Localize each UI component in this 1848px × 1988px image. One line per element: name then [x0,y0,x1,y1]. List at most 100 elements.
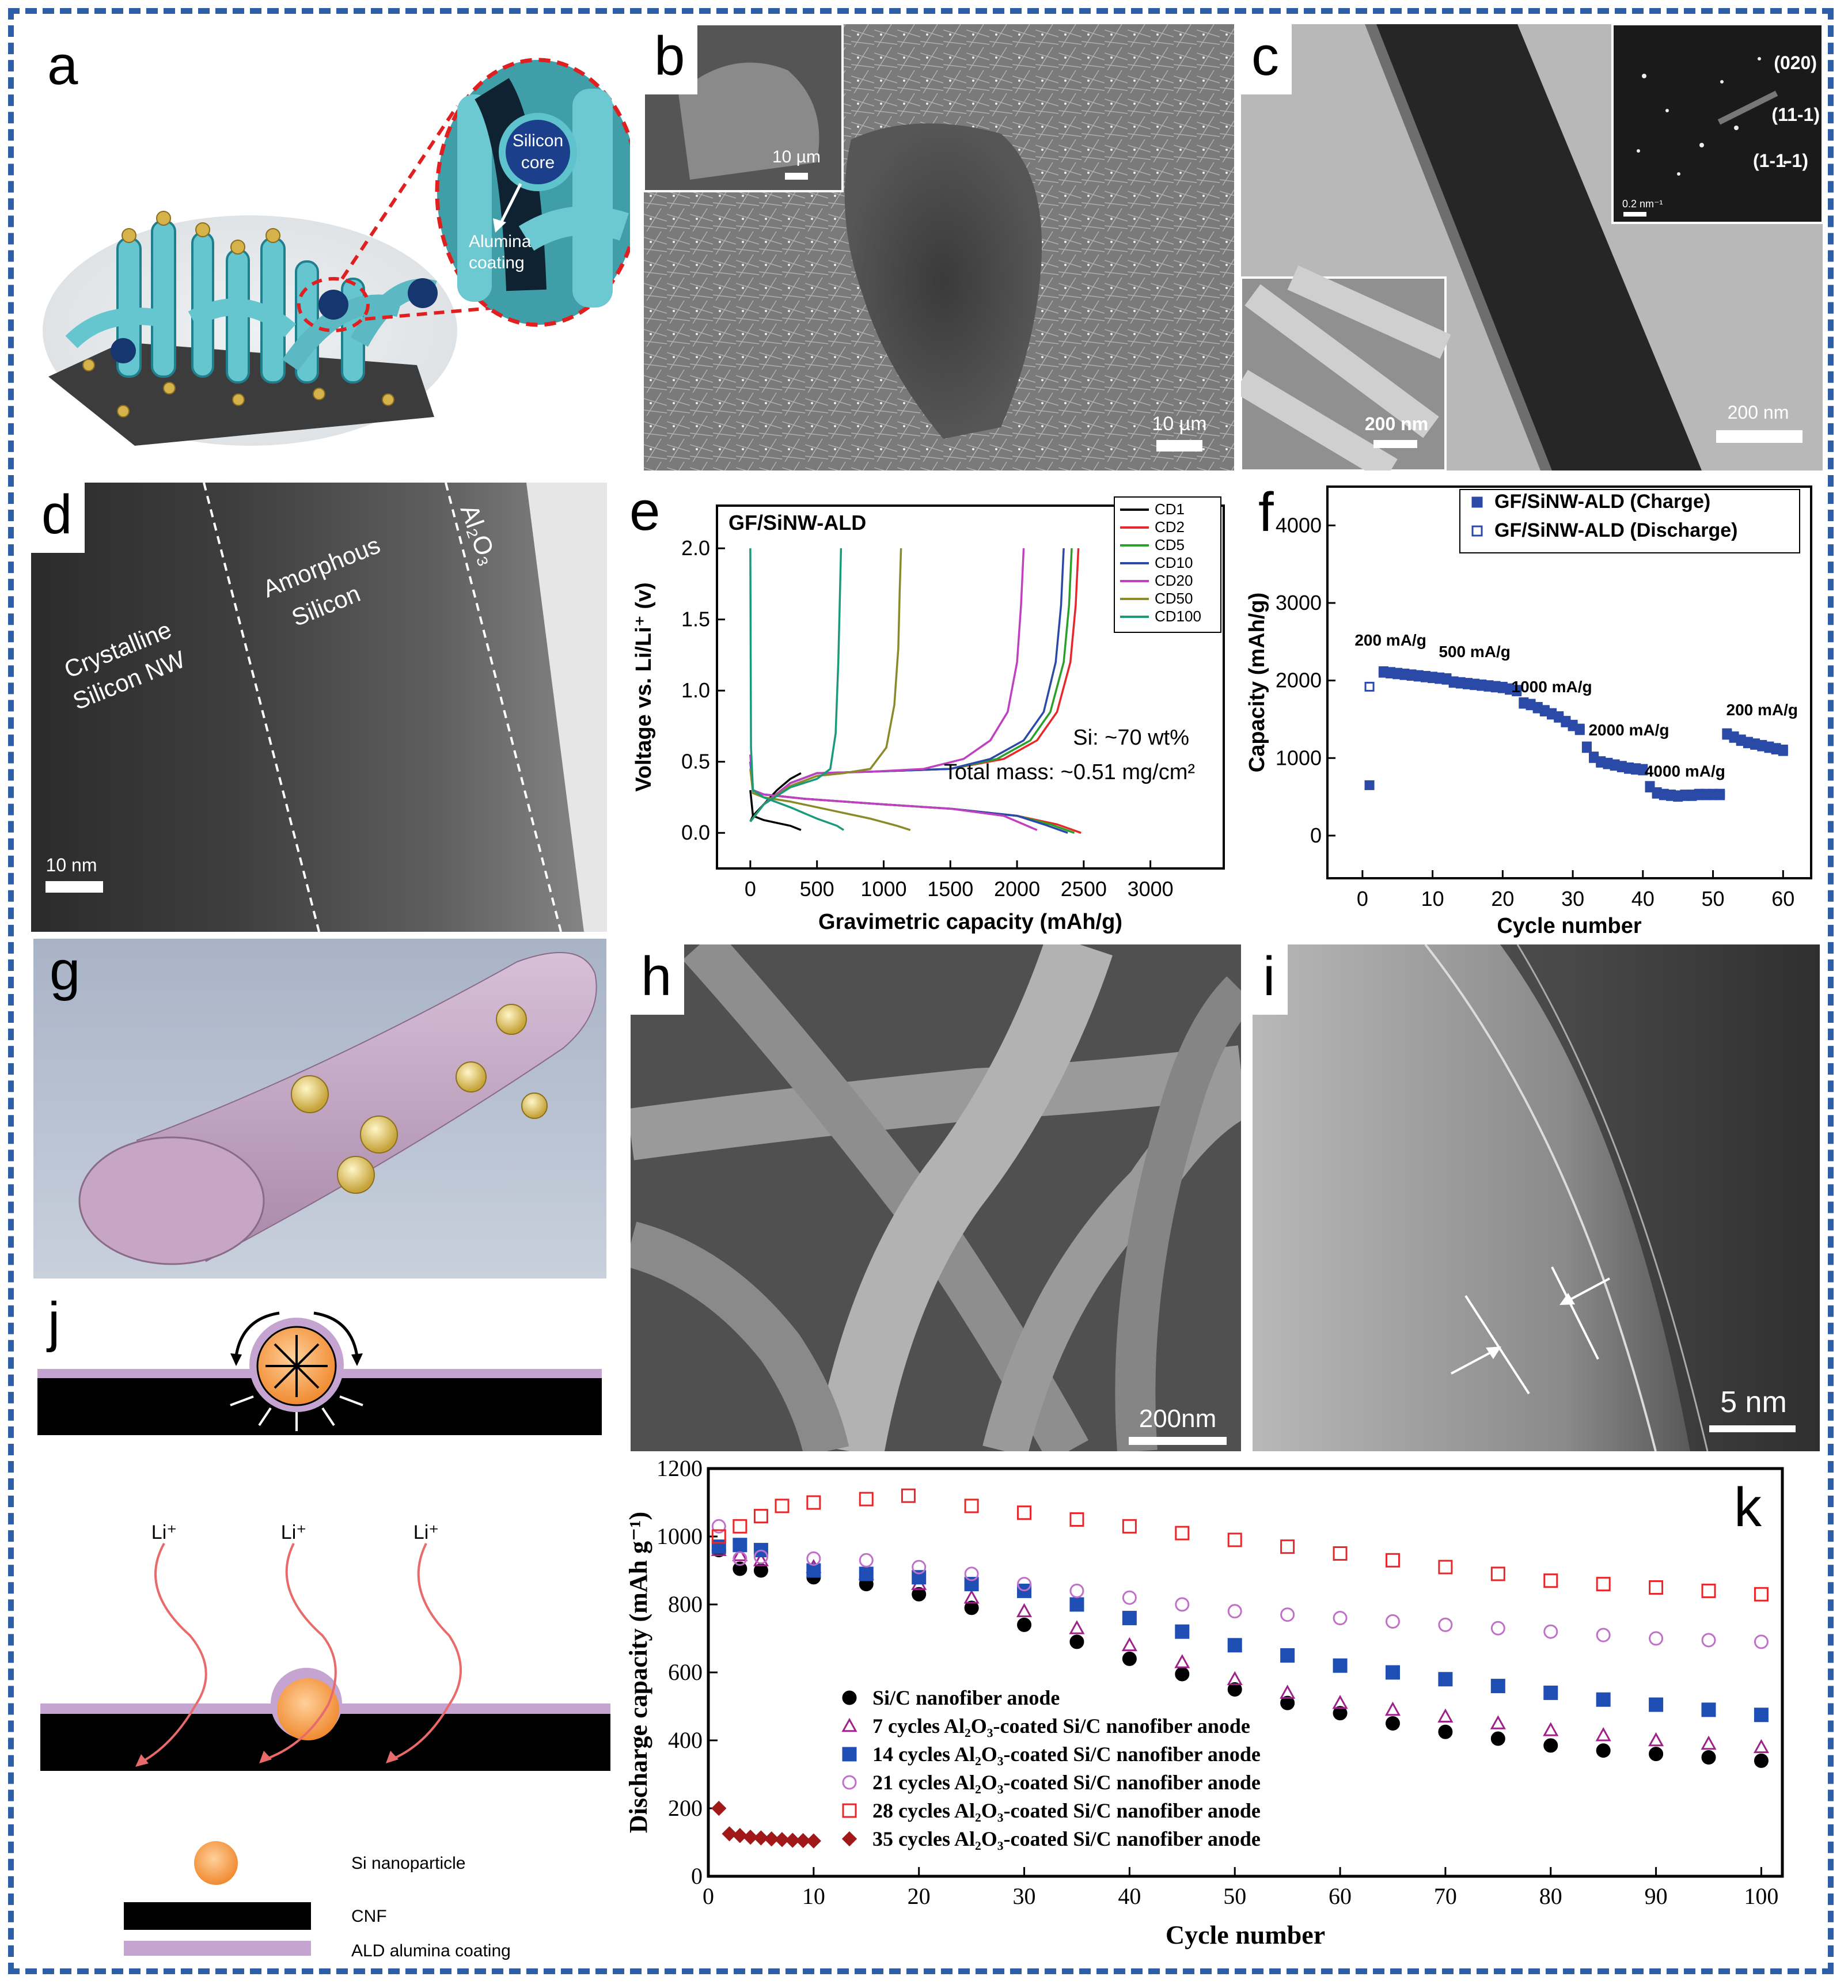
scale-label: 5 nm [1720,1386,1787,1419]
scale-bar [1129,1437,1227,1445]
thickness-arrowhead [1559,1293,1575,1305]
data-point-series-5 [732,1828,747,1843]
data-point-series-0 [1596,1743,1611,1758]
panel-i-tem-image: 5 nm [1253,944,1820,1451]
data-point-series-1 [1490,1715,1506,1729]
data-point-series-4 [753,1509,768,1524]
data-point-discharge [1483,681,1494,692]
data-point-series-1 [1174,1654,1190,1668]
thickness-marker [1551,1266,1599,1360]
silicon-core-circle [499,113,577,191]
coating-edge [1424,944,1657,1451]
x-tick-label: 3000 [1128,877,1174,901]
y-tick-label: 400 [668,1727,703,1753]
y-tick-label: 4000 [1276,513,1322,537]
data-point-series-4 [775,1498,790,1513]
curved-arrow-left [234,1311,280,1357]
data-point-series-4 [1649,1580,1664,1595]
data-point-series-2 [1333,1658,1348,1673]
panel-label-d: d [31,483,85,553]
data-point-series-4 [1701,1583,1716,1598]
x-tick-label: 30 [1561,887,1584,910]
data-point-series-2 [806,1563,821,1578]
data-point-series-3 [1280,1607,1295,1622]
legend-alumina-swatch [124,1941,311,1956]
alumina-arrowhead [493,218,506,233]
legend-swatch [842,1803,857,1818]
data-point-discharge [1764,743,1774,753]
alumina-label: coating [469,253,525,272]
data-point-series-3 [1069,1583,1084,1598]
data-point-series-1 [1701,1735,1717,1750]
chart-e: 0 500 1000 1500 2000 2500 3000 0.0 0.5 1.0 1.5 2.0 G… [632,496,1225,934]
data-point-series-4 [1017,1505,1032,1520]
data-point-series-0 [912,1587,927,1602]
data-point-discharge [1596,757,1606,768]
scale-label: 10 µm [1152,413,1206,435]
x-tick-label: 50 [1223,1883,1246,1909]
scale-label: 200 nm [1728,402,1789,423]
alumina-label: Alumina [469,232,532,251]
data-point-series-4 [733,1519,747,1534]
legend-swatch [842,1747,857,1762]
x-tick-label: 2500 [1061,877,1107,901]
x-tick-label: 80 [1539,1883,1562,1909]
panel-label-e: e [629,483,661,542]
legend-label: 28 cycles Al₂O₃-coated Si/C nanofiber an… [872,1799,1261,1822]
panel-h-sem-image: 200nm [631,944,1241,1451]
data-point-series-0 [1701,1750,1716,1765]
y-tick-label: 1.0 [681,678,710,702]
series-line-cd1-charge [749,772,802,822]
data-point-series-0 [753,1563,768,1578]
data-point-discharge [1736,736,1746,746]
data-point-series-5 [764,1831,779,1847]
legend-label: 14 cycles Al₂O₃-coated Si/C nanofiber an… [872,1743,1261,1766]
data-point-series-3 [1754,1634,1769,1649]
y-tick-label: 2.0 [681,536,710,560]
zoom-source-circle [297,277,370,332]
data-point-discharge [1512,686,1522,696]
panel-label-j: j [48,1291,60,1353]
panel-k: 0 10 20 30 40 50 60 70 80 90 100 0 200 400 600 800 1000 1… [619,1457,1823,1970]
y-tick-label: 1200 [657,1457,703,1481]
data-point-series-3 [1701,1633,1716,1648]
scale-bar [45,881,103,893]
rate-label: 500 mA/g [1439,643,1511,661]
data-point-discharge [1574,725,1585,735]
data-point-discharge [1673,792,1683,802]
data-point-series-4 [806,1495,821,1510]
legend-label: CD1 [1155,500,1185,518]
data-point-discharge [1581,743,1592,753]
data-point-series-4 [1385,1553,1400,1568]
inset-scale-bar [785,173,808,180]
legend-label: 7 cycles Al₂O₃-coated Si/C nanofiber ano… [872,1714,1250,1737]
y-tick-label: 3000 [1276,591,1322,614]
data-point-discharge [1532,703,1543,714]
li-ion-paths [141,1543,462,1763]
x-tick-label: 100 [1744,1883,1778,1909]
data-point-series-3 [1596,1627,1611,1642]
sem-inset-fibers [1241,265,1451,471]
x-tick-label: 40 [1118,1883,1141,1909]
data-point-discharge [1526,700,1536,711]
data-point-series-0 [964,1600,979,1615]
data-point-series-1 [1069,1620,1085,1634]
legend-swatch [1471,496,1483,508]
data-point-series-4 [1438,1560,1453,1575]
data-point-discharge [1399,670,1410,680]
data-point-discharge [1392,669,1403,680]
data-point-discharge [1610,761,1620,771]
data-point-discharge [1539,706,1550,716]
thickness-marker [1464,1295,1530,1395]
inset-scale-label: 200 nm [1365,413,1428,434]
data-point-discharge [1680,791,1690,801]
data-point-discharge [1666,791,1676,801]
panel-b-sem-image: 10 µm 10 µm [644,24,1234,471]
data-point-series-4 [1490,1566,1505,1581]
data-point-series-1 [963,1589,980,1604]
panel-d: Crystalline Silicon NW Amorphous Silicon… [31,483,607,932]
panel-d-hrtem-image: Crystalline Silicon NW Amorphous Silicon… [31,483,607,932]
series-line-cd50-discharge [749,768,911,831]
x-axis-label: Cycle number [1497,914,1642,938]
x-tick-label: 50 [1702,887,1725,910]
